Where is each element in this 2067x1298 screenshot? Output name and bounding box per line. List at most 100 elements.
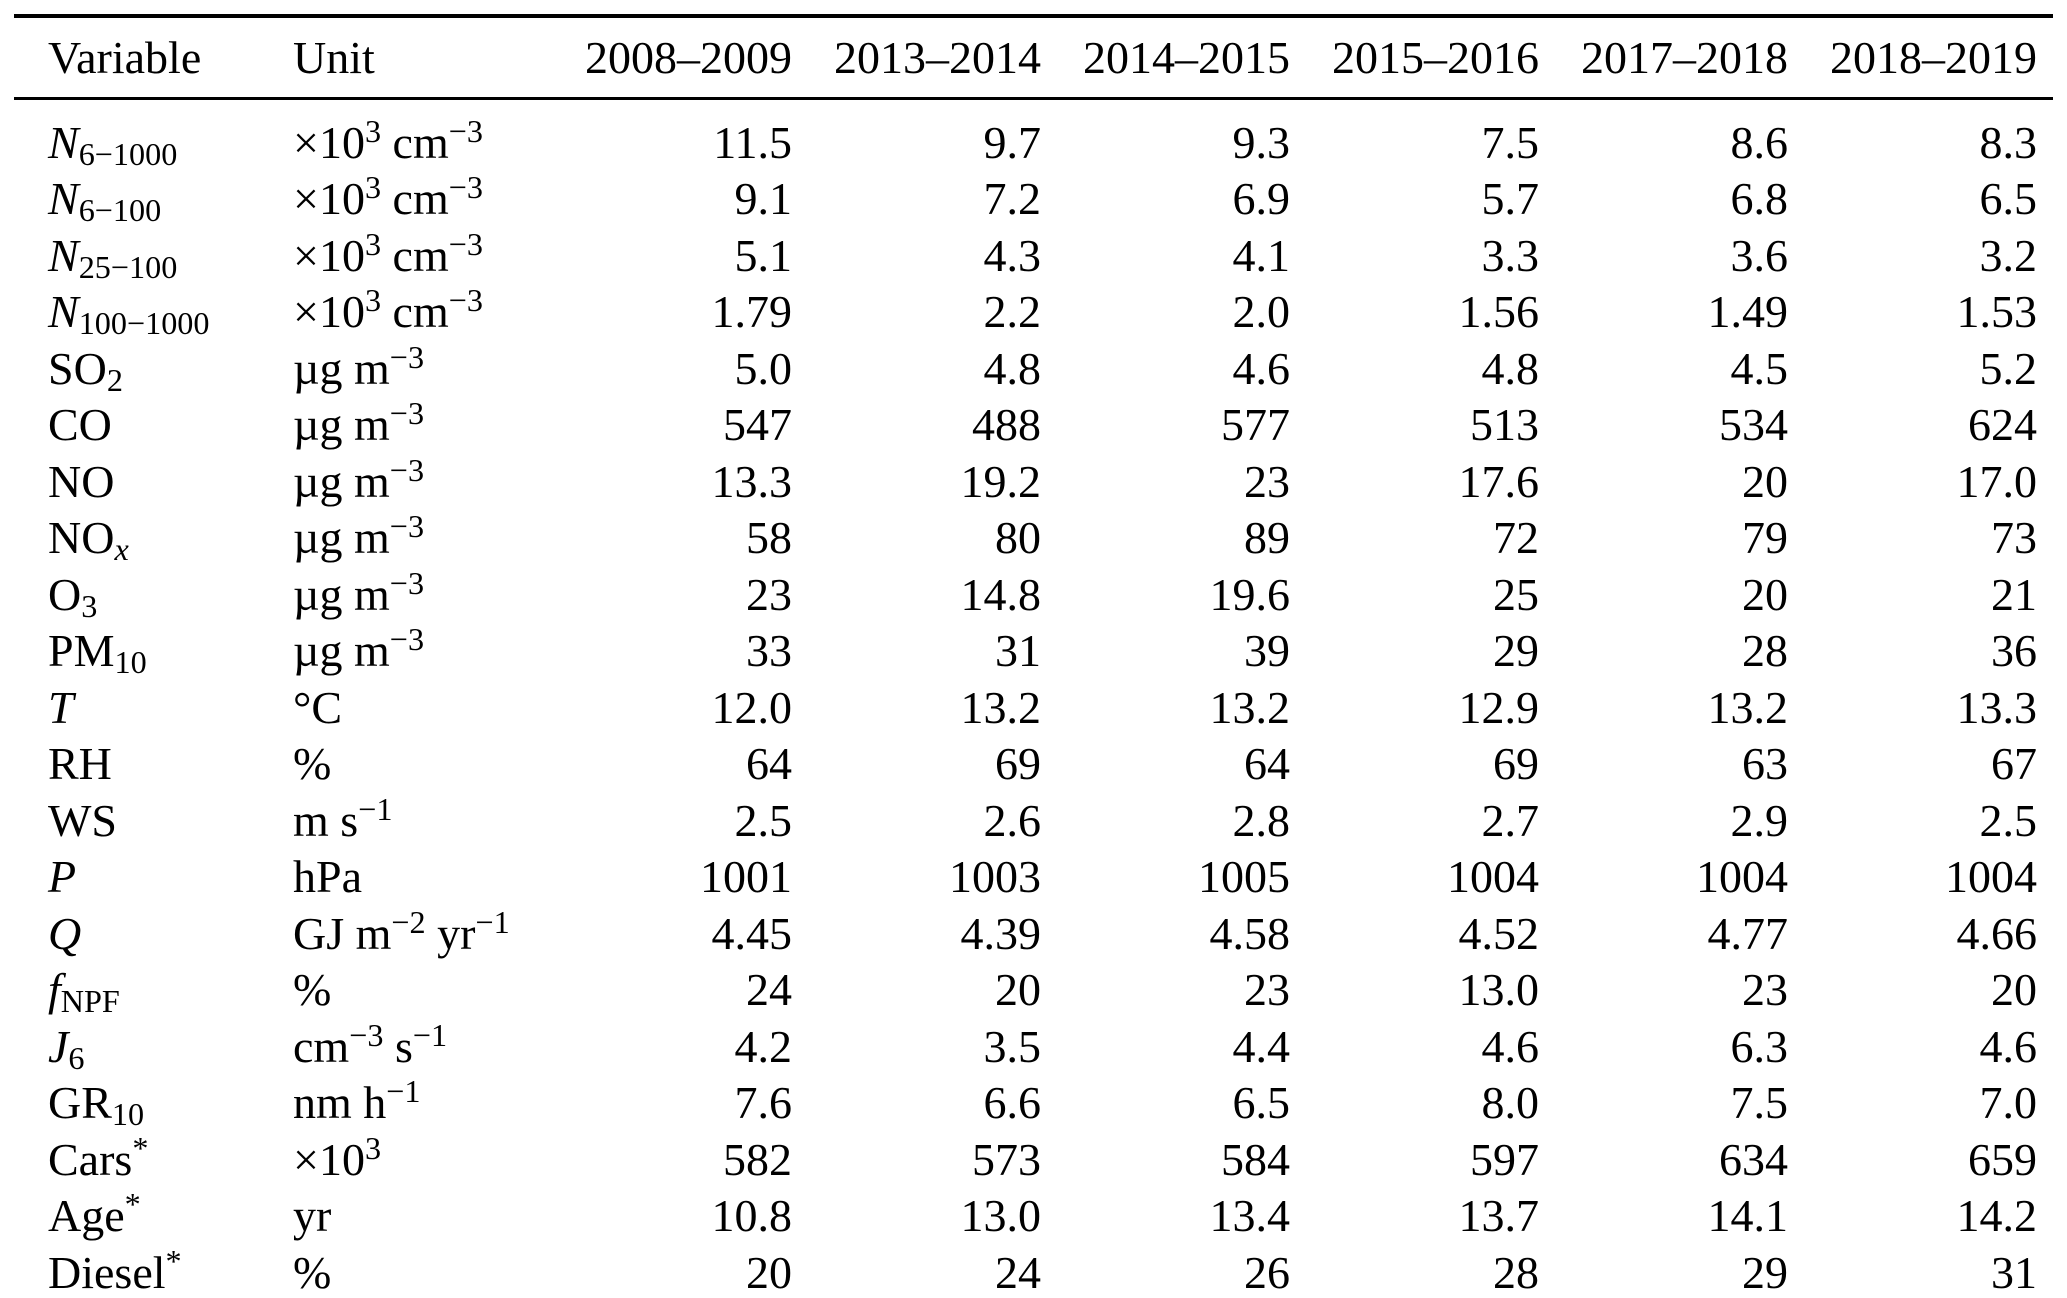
value-cell: 1.53 [1956, 286, 2038, 338]
value-cell: 2.2 [983, 286, 1042, 338]
value-cell: 2.0 [1232, 286, 1291, 338]
unit-cell: µg m−3 [293, 621, 425, 677]
value-cell: 23 [1244, 455, 1290, 507]
value-cell: 13.2 [1209, 681, 1291, 733]
value-cell: 6.5 [1979, 173, 2038, 225]
value-cell: 67 [1991, 738, 2037, 790]
unit-cell: hPa [293, 851, 362, 903]
variable-cell: RH [48, 738, 112, 790]
value-cell: 5.2 [1979, 342, 2038, 394]
value-cell: 17.0 [1956, 455, 2038, 507]
value-cell: 24 [746, 964, 792, 1016]
variable-cell: T [48, 681, 74, 733]
value-cell: 19.2 [960, 455, 1042, 507]
unit-cell: ×103 [293, 1129, 382, 1185]
value-cell: 12.0 [711, 681, 793, 733]
value-cell: 13.7 [1458, 1190, 1540, 1242]
table-row: N100−1000 ×103 cm−3 1.79 2.2 2.0 1.56 1.49 1.53 [14, 284, 2053, 341]
value-cell: 4.4 [1232, 1020, 1291, 1072]
value-cell: 64 [1244, 738, 1290, 790]
value-cell: 7.5 [1730, 1077, 1789, 1129]
variable-cell: NO [48, 455, 115, 507]
unit-cell: µg m−3 [293, 338, 425, 394]
value-cell: 2.5 [1979, 794, 2038, 846]
value-cell: 4.39 [960, 907, 1042, 959]
value-cell: 7.0 [1979, 1077, 2038, 1129]
value-cell: 20 [1742, 568, 1788, 620]
value-cell: 26 [1244, 1246, 1290, 1298]
value-cell: 3.5 [983, 1020, 1042, 1072]
value-cell: 4.52 [1458, 907, 1540, 959]
value-cell: 23 [746, 568, 792, 620]
variable-cell: GR10 [48, 1077, 145, 1133]
table-row: T °C 12.0 13.2 13.2 12.9 13.2 13.3 [14, 680, 2053, 737]
unit-cell: µg m−3 [293, 564, 425, 620]
value-cell: 8.6 [1730, 116, 1789, 168]
value-cell: 10.8 [711, 1190, 793, 1242]
variable-cell: N100−1000 [48, 286, 210, 342]
unit-cell: ×103 cm−3 [293, 282, 483, 338]
value-cell: 9.7 [983, 116, 1042, 168]
variable-cell: CO [48, 399, 112, 451]
table-row: GR10 nm h−1 7.6 6.6 6.5 8.0 7.5 7.0 [14, 1075, 2053, 1132]
value-cell: 9.1 [734, 173, 793, 225]
header-row: Variable Unit 2008–2009 2013–2014 2014–2015 2… [14, 16, 2053, 98]
value-cell: 6.3 [1730, 1020, 1789, 1072]
unit-cell: m s−1 [293, 790, 393, 846]
unit-cell: µg m−3 [293, 395, 425, 451]
variable-cell: O3 [48, 568, 98, 624]
value-cell: 1.79 [711, 286, 793, 338]
table-row: N6−100 ×103 cm−3 9.1 7.2 6.9 5.7 6.8 6.5 [14, 171, 2053, 228]
value-cell: 5.1 [734, 229, 793, 281]
value-cell: 69 [1493, 738, 1539, 790]
value-cell: 79 [1742, 512, 1788, 564]
value-cell: 7.2 [983, 173, 1042, 225]
value-cell: 4.6 [1232, 342, 1291, 394]
table-row: Q GJ m−2 yr−1 4.45 4.39 4.58 4.52 4.77 4.66 [14, 906, 2053, 963]
value-cell: 13.0 [960, 1190, 1042, 1242]
value-cell: 72 [1493, 512, 1539, 564]
value-cell: 13.0 [1458, 964, 1540, 1016]
value-cell: 14.2 [1956, 1190, 2038, 1242]
value-cell: 582 [723, 1133, 792, 1185]
value-cell: 488 [972, 399, 1041, 451]
value-cell: 4.3 [983, 229, 1042, 281]
unit-cell: ×103 cm−3 [293, 112, 483, 168]
table-row: CO µg m−3 547 488 577 513 534 624 [14, 397, 2053, 454]
column-header-period-4: 2017–2018 [1581, 31, 1788, 83]
value-cell: 1004 [1945, 851, 2037, 903]
value-cell: 577 [1221, 399, 1290, 451]
value-cell: 31 [995, 625, 1041, 677]
value-cell: 634 [1719, 1133, 1788, 1185]
variable-cell: PM10 [48, 625, 147, 681]
variable-cell: fNPF [48, 964, 120, 1020]
column-header-period-0: 2008–2009 [585, 31, 792, 83]
unit-cell: °C [293, 681, 343, 733]
value-cell: 33 [746, 625, 792, 677]
value-cell: 534 [1719, 399, 1788, 451]
value-cell: 23 [1244, 964, 1290, 1016]
table-header: Variable Unit 2008–2009 2013–2014 2014–2015 2… [14, 16, 2053, 98]
column-header-period-1: 2013–2014 [834, 31, 1041, 83]
value-cell: 1004 [1696, 851, 1788, 903]
value-cell: 89 [1244, 512, 1290, 564]
value-cell: 1001 [700, 851, 792, 903]
value-cell: 13.4 [1209, 1190, 1291, 1242]
value-cell: 4.6 [1979, 1020, 2038, 1072]
table-row: J6 cm−3 s−1 4.2 3.5 4.4 4.6 6.3 4.6 [14, 1019, 2053, 1076]
unit-cell: ×103 cm−3 [293, 169, 483, 225]
value-cell: 4.8 [983, 342, 1042, 394]
value-cell: 6.5 [1232, 1077, 1291, 1129]
value-cell: 5.0 [734, 342, 793, 394]
value-cell: 4.6 [1481, 1020, 1540, 1072]
value-cell: 29 [1493, 625, 1539, 677]
value-cell: 3.6 [1730, 229, 1789, 281]
value-cell: 2.8 [1232, 794, 1291, 846]
value-cell: 20 [1742, 455, 1788, 507]
value-cell: 513 [1470, 399, 1539, 451]
value-cell: 6.8 [1730, 173, 1789, 225]
value-cell: 597 [1470, 1133, 1539, 1185]
value-cell: 36 [1991, 625, 2037, 677]
value-cell: 58 [746, 512, 792, 564]
